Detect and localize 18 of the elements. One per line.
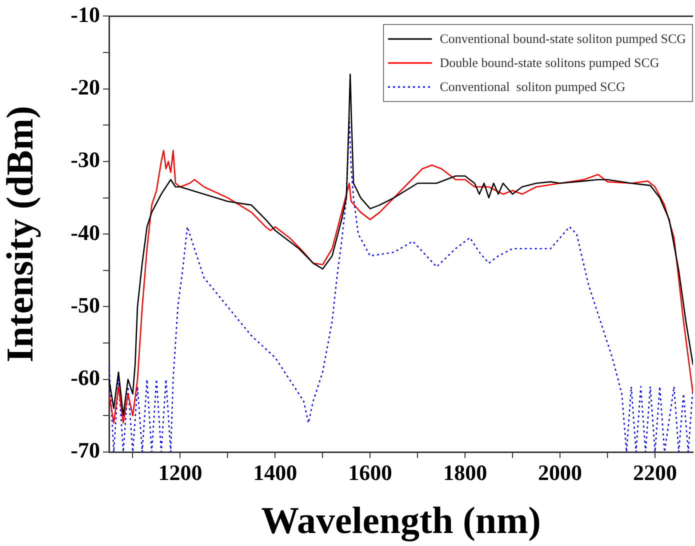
x-tick-label: 1200 [158,460,202,485]
y-tick-label: -20 [70,74,100,100]
x-tick-label: 2200 [633,460,678,485]
y-tick-label: -30 [70,147,100,172]
x-axis-title: Wavelength (nm) [261,500,541,542]
x-tick-label: 2000 [538,460,582,485]
y-tick-label: -60 [70,365,100,390]
legend-label: Conventional soliton pumped SCG [440,79,626,96]
legend-label: Conventional bound-state soliton pumped SCG [440,31,686,48]
legend-label: Double bound-state solitons pumped SCG [440,55,660,72]
y-tick-label: -40 [70,220,100,245]
x-tick-label: 1800 [443,460,488,485]
x-tick-label: 1400 [253,460,298,485]
x-tick-label: 1600 [348,460,392,485]
y-axis-title: Intensity (dBm) [0,106,42,362]
y-tick-label: -10 [70,2,100,27]
y-tick-label: -70 [70,438,100,463]
y-tick-label: -50 [70,292,100,318]
